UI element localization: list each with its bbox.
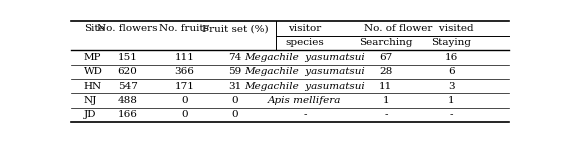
Text: 74: 74	[228, 53, 241, 62]
Text: Searching: Searching	[359, 38, 412, 47]
Text: 171: 171	[175, 82, 194, 91]
Text: 0: 0	[181, 110, 188, 119]
Text: Fruit set (%): Fruit set (%)	[202, 24, 268, 33]
Text: 1: 1	[448, 96, 455, 105]
Text: MP: MP	[84, 53, 101, 62]
Text: -: -	[450, 110, 453, 119]
Text: 0: 0	[232, 96, 238, 105]
Text: Megachile  yasumatsui: Megachile yasumatsui	[245, 53, 365, 62]
Text: 59: 59	[228, 67, 241, 76]
Text: 0: 0	[232, 110, 238, 119]
Text: Apis mellifera: Apis mellifera	[268, 96, 342, 105]
Text: Staying: Staying	[432, 38, 472, 47]
Text: visitor: visitor	[288, 24, 321, 33]
Text: 366: 366	[175, 67, 194, 76]
Text: 28: 28	[379, 67, 393, 76]
Text: NJ: NJ	[84, 96, 97, 105]
Text: WD: WD	[84, 67, 103, 76]
Text: 151: 151	[118, 53, 137, 62]
Text: 111: 111	[175, 53, 194, 62]
Text: species: species	[285, 38, 324, 47]
Text: Megachile  yasumatsui: Megachile yasumatsui	[245, 67, 365, 76]
Text: -: -	[303, 110, 307, 119]
Text: 11: 11	[379, 82, 393, 91]
Text: 3: 3	[448, 82, 455, 91]
Text: 166: 166	[118, 110, 137, 119]
Text: No. flowers: No. flowers	[97, 24, 158, 33]
Text: JD: JD	[84, 110, 96, 119]
Text: No. fruits: No. fruits	[159, 24, 210, 33]
Text: 67: 67	[379, 53, 393, 62]
Text: 488: 488	[118, 96, 137, 105]
Text: 31: 31	[228, 82, 241, 91]
Text: 620: 620	[118, 67, 137, 76]
Text: 1: 1	[383, 96, 389, 105]
Text: No. of flower  visited: No. of flower visited	[364, 24, 473, 33]
Text: 0: 0	[181, 96, 188, 105]
Text: -: -	[384, 110, 388, 119]
Text: Site: Site	[84, 24, 105, 33]
Text: 547: 547	[118, 82, 137, 91]
Text: HN: HN	[84, 82, 102, 91]
Text: 6: 6	[448, 67, 455, 76]
Text: 16: 16	[445, 53, 458, 62]
Text: Megachile  yasumatsui: Megachile yasumatsui	[245, 82, 365, 91]
